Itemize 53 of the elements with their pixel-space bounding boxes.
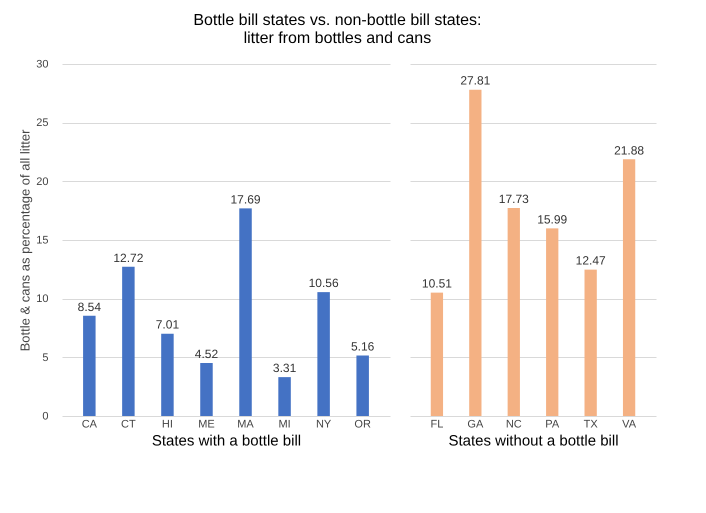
data-label: 4.52 bbox=[194, 346, 218, 361]
data-label: 12.47 bbox=[576, 254, 606, 268]
y-axis-title: Bottle & cans as percentage of all litter bbox=[17, 128, 32, 352]
bar bbox=[317, 292, 330, 416]
x-tick-label: NC bbox=[506, 418, 522, 430]
data-label: 17.69 bbox=[230, 192, 261, 206]
x-tick-label: MI bbox=[278, 418, 291, 430]
data-label: 5.16 bbox=[350, 339, 375, 354]
data-label: 10.56 bbox=[308, 276, 339, 290]
data-label: 21.88 bbox=[614, 143, 644, 158]
x-axis-title: States without a bottle bill bbox=[448, 432, 619, 450]
bar bbox=[161, 334, 174, 416]
data-label: 3.31 bbox=[272, 361, 297, 376]
data-label: 8.54 bbox=[78, 300, 102, 314]
x-tick-label: HI bbox=[162, 418, 173, 430]
data-label: 7.01 bbox=[156, 318, 180, 332]
bar bbox=[430, 292, 444, 416]
bar bbox=[546, 228, 558, 416]
bar bbox=[83, 316, 96, 416]
bar bbox=[469, 90, 482, 416]
y-tick-label: 5 bbox=[42, 352, 48, 364]
y-tick-label: 20 bbox=[36, 176, 48, 188]
bar bbox=[278, 377, 291, 416]
y-tick-label: 30 bbox=[36, 58, 48, 70]
y-tick-label: 10 bbox=[36, 293, 48, 306]
data-label: 15.99 bbox=[537, 212, 568, 226]
x-tick-label: PA bbox=[545, 418, 560, 430]
x-tick-label: GA bbox=[467, 418, 484, 430]
data-label: 27.81 bbox=[460, 74, 491, 88]
x-tick-label: CT bbox=[121, 418, 136, 430]
x-tick-label: NY bbox=[316, 418, 332, 430]
x-tick-label: TX bbox=[584, 418, 598, 430]
bar bbox=[200, 362, 213, 416]
data-label: 10.51 bbox=[422, 276, 452, 291]
y-tick-label: 15 bbox=[36, 234, 48, 246]
bar bbox=[508, 208, 520, 416]
x-tick-label: FL bbox=[430, 418, 444, 430]
bar bbox=[239, 208, 252, 416]
x-tick-label: ME bbox=[198, 418, 215, 430]
chart-title: Bottle bill states vs. non-bottle bill states: litter from bottles and cans bbox=[193, 12, 482, 47]
y-tick-label: 0 bbox=[42, 410, 48, 422]
bar bbox=[584, 270, 597, 416]
bar bbox=[356, 355, 369, 416]
x-axis-title: States with a bottle bill bbox=[152, 432, 302, 450]
x-tick-label: VA bbox=[622, 418, 637, 430]
x-tick-label: CA bbox=[82, 418, 98, 430]
y-tick-label: 25 bbox=[36, 117, 48, 130]
x-tick-label: OR bbox=[354, 418, 371, 430]
bar bbox=[122, 266, 135, 416]
data-label: 17.73 bbox=[498, 192, 530, 206]
data-label: 12.72 bbox=[113, 250, 144, 265]
x-tick-label: MA bbox=[237, 418, 254, 430]
bar bbox=[622, 159, 636, 416]
